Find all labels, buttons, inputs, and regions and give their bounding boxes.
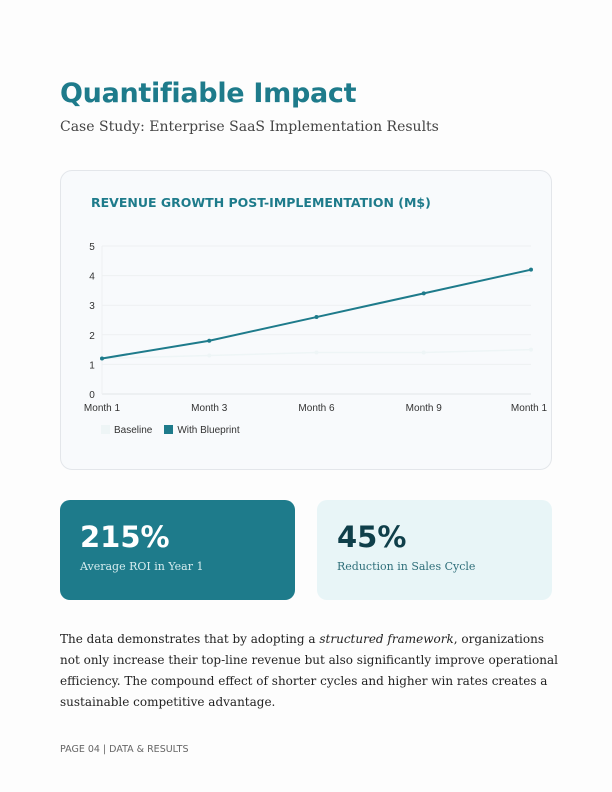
- data-point: [421, 291, 426, 296]
- body-text: , organizations not only increase their …: [60, 632, 558, 709]
- x-tick-label: Month 3: [191, 403, 228, 414]
- data-point: [314, 315, 319, 320]
- data-point: [314, 350, 319, 355]
- stat-value: 45%: [337, 520, 407, 554]
- legend-label: Baseline: [114, 425, 153, 436]
- stat-value: 215%: [80, 520, 170, 554]
- page-title: Quantifiable Impact: [60, 78, 357, 109]
- legend-baseline[interactable]: Baseline: [101, 425, 152, 436]
- stat-card-roi: 215% Average ROI in Year 1: [60, 500, 295, 600]
- revenue-chart: 0 1 2 3 4 5 Month 1 Month 3 Month 6 Month 9 Month …: [84, 242, 548, 414]
- data-point: [207, 338, 212, 343]
- x-tick-label: Month 1: [511, 403, 548, 414]
- data-point: [421, 350, 426, 355]
- data-point: [207, 353, 212, 358]
- x-tick-label: Month 6: [298, 403, 335, 414]
- chart-card: REVENUE GROWTH POST-IMPLEMENTATION (M$) …: [60, 170, 552, 470]
- y-tick-label: 3: [89, 301, 95, 312]
- chart-title: REVENUE GROWTH POST-IMPLEMENTATION (M$): [91, 195, 431, 210]
- legend-with-blueprint[interactable]: With Blueprint: [164, 425, 240, 436]
- legend-label: With Blueprint: [177, 425, 240, 436]
- stat-label: Reduction in Sales Cycle: [337, 560, 476, 573]
- blueprint-swatch: [164, 425, 174, 434]
- body-paragraph: The data demonstrates that by adopting a…: [60, 629, 560, 713]
- data-point: [529, 267, 533, 272]
- data-point: [100, 356, 104, 361]
- data-point: [529, 347, 533, 352]
- x-tick-label: Month 1: [84, 403, 121, 414]
- page-footer: PAGE 04 | DATA & RESULTS: [60, 744, 189, 755]
- x-tick-label: Month 9: [406, 403, 443, 414]
- y-tick-label: 0: [89, 390, 95, 401]
- chart-legend: Baseline With Blueprint: [101, 425, 240, 436]
- baseline-swatch: [101, 425, 110, 434]
- page-subtitle: Case Study: Enterprise SaaS Implementati…: [60, 119, 439, 135]
- y-tick-label: 2: [89, 331, 95, 342]
- stat-label: Average ROI in Year 1: [80, 560, 204, 573]
- body-text: The data demonstrates that by adopting a: [60, 632, 320, 646]
- body-emphasis: structured framework: [319, 632, 454, 646]
- y-tick-label: 4: [89, 272, 95, 283]
- series-line-1: [101, 268, 532, 360]
- y-tick-label: 5: [89, 242, 95, 253]
- stat-card-sales-cycle: 45% Reduction in Sales Cycle: [317, 500, 552, 600]
- y-tick-label: 1: [89, 360, 95, 371]
